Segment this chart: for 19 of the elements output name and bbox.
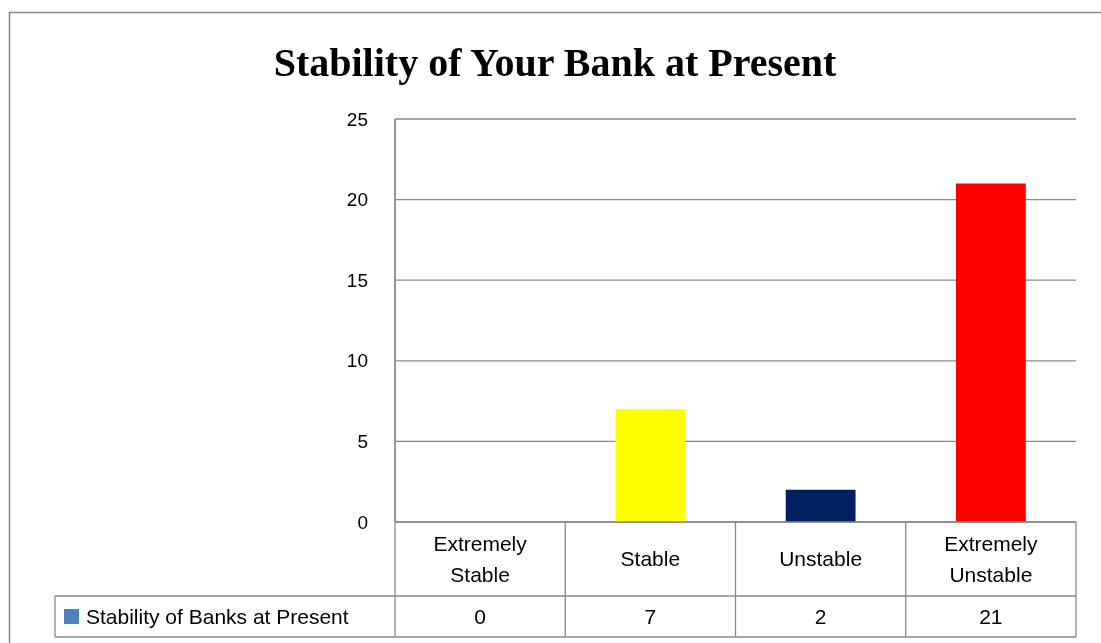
y-tick-label: 15 (346, 269, 368, 291)
chart-title: Stability of Your Bank at Present (273, 40, 837, 85)
x-tick-label: Extremely Unstable (944, 532, 1039, 586)
data-label: 7 (644, 604, 657, 628)
y-tick-label: 25 (346, 108, 368, 130)
bar (955, 183, 1026, 522)
data-label: 0 (474, 604, 486, 628)
y-tick-label: 0 (357, 511, 368, 533)
y-tick-label: 5 (357, 431, 368, 453)
x-tick-label: Extremely Stable (433, 532, 528, 586)
bar (785, 489, 856, 522)
data-label: 2 (814, 604, 827, 628)
y-tick-label: 20 (346, 189, 368, 211)
text: Stability of Banks at Present (86, 604, 349, 628)
bar (615, 409, 686, 522)
x-tick-label: Stable (620, 547, 681, 571)
data-label: 21 (979, 604, 1003, 628)
x-tick-label: Unstable (779, 547, 863, 571)
y-tick-label: 10 (346, 350, 368, 372)
